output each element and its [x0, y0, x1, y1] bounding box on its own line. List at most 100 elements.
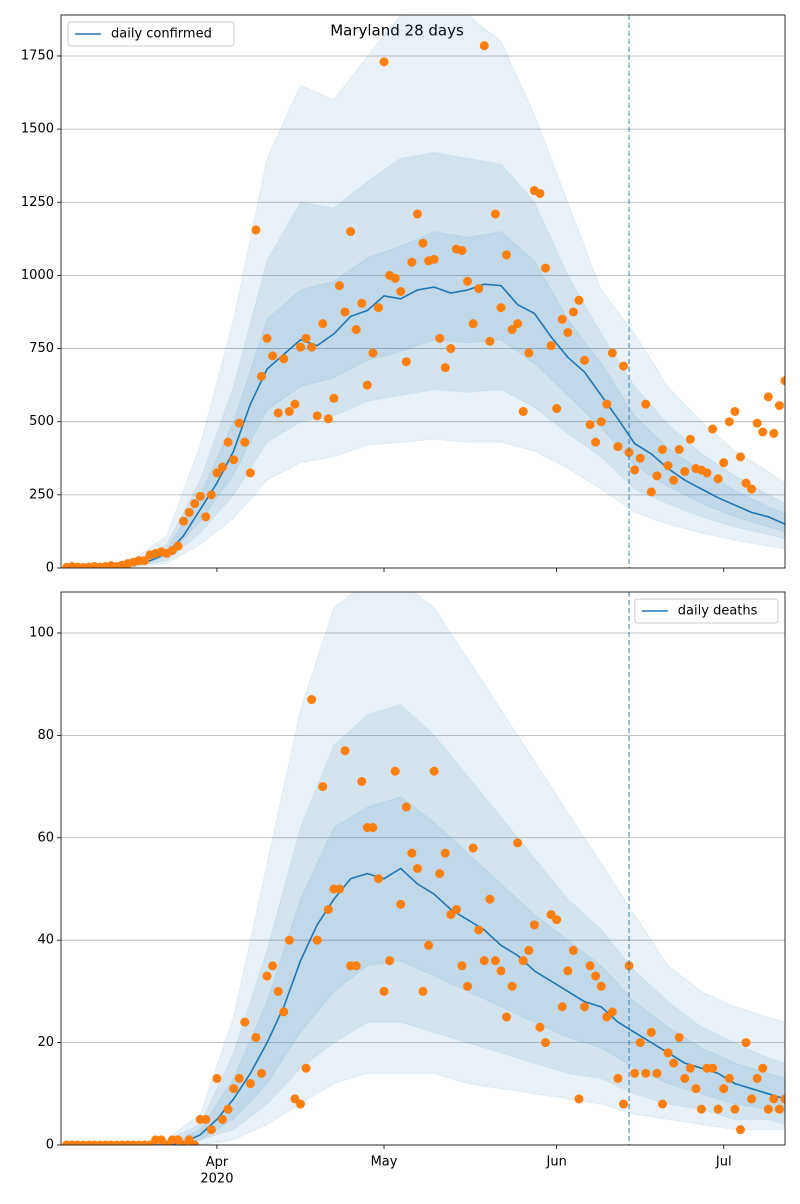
observation-dot	[251, 1032, 261, 1042]
observation-dot	[424, 940, 434, 950]
observation-dot	[585, 420, 595, 430]
observation-dot	[218, 1114, 228, 1124]
observation-dot	[769, 428, 779, 438]
observation-dot	[513, 838, 523, 848]
x-tick-label: Jul	[715, 1155, 732, 1170]
observation-dot	[719, 458, 729, 468]
observation-dot	[435, 869, 445, 879]
observation-dot	[763, 1104, 773, 1114]
observation-dot	[691, 1084, 701, 1094]
observation-dot	[669, 1058, 679, 1068]
observation-dot	[401, 357, 411, 367]
x-tick-label: Apr 2020	[200, 1155, 233, 1186]
observation-dot	[490, 209, 500, 219]
observation-dot	[284, 935, 294, 945]
observation-dot	[735, 1125, 745, 1135]
observation-dot	[429, 766, 439, 776]
observation-dot	[524, 945, 534, 955]
observation-dot	[535, 188, 545, 198]
observation-dot	[657, 1099, 667, 1109]
observation-dot	[730, 1104, 740, 1114]
observation-dot	[596, 417, 606, 427]
observation-dot	[262, 333, 272, 343]
observation-dot	[346, 227, 356, 237]
observation-dot	[713, 474, 723, 484]
observation-dot	[312, 935, 322, 945]
observation-dot	[396, 899, 406, 909]
observation-dot	[229, 1084, 239, 1094]
observation-dot	[201, 512, 211, 522]
observation-dot	[334, 281, 344, 291]
observation-dot	[245, 1079, 255, 1089]
observation-dot	[713, 1104, 723, 1114]
observation-dot	[357, 298, 367, 308]
observation-dot	[329, 393, 339, 403]
observation-dot	[479, 956, 489, 966]
y-tick-label: 20	[37, 1035, 54, 1050]
y-tick-label: 1750	[21, 48, 54, 63]
observation-dot	[396, 287, 406, 296]
observation-dot	[541, 263, 551, 273]
observation-dot	[568, 945, 578, 955]
observation-dot	[719, 1084, 729, 1094]
observation-dot	[529, 920, 539, 930]
observation-dot	[563, 327, 573, 337]
observation-dot	[256, 1068, 266, 1078]
observation-dot	[368, 823, 378, 833]
axes-frame	[60, 14, 786, 569]
observation-dot	[273, 986, 283, 996]
observation-dot	[496, 966, 506, 976]
observation-dot	[240, 437, 250, 447]
legend: daily confirmed	[67, 21, 235, 47]
observation-dot	[663, 461, 673, 471]
observation-dot	[412, 209, 422, 219]
observation-dot	[268, 961, 278, 971]
observation-dot	[652, 471, 662, 481]
observation-dot	[646, 1027, 656, 1037]
plot-area	[61, 15, 785, 568]
observation-dot	[390, 766, 400, 776]
observation-dot	[758, 427, 768, 437]
observation-dot	[635, 1038, 645, 1048]
observation-dot	[580, 1002, 590, 1012]
observation-dot	[290, 399, 300, 409]
observation-dot	[518, 406, 528, 416]
observation-dot	[334, 884, 344, 894]
plot-area	[61, 592, 785, 1145]
observation-dot	[418, 986, 428, 996]
observation-dot	[696, 1104, 706, 1114]
observation-dot	[184, 507, 194, 517]
observation-dot	[312, 411, 322, 421]
observation-dot	[702, 468, 712, 478]
observation-dot	[485, 336, 495, 346]
observation-dot	[546, 341, 556, 351]
observation-dot	[552, 404, 562, 414]
observation-dot	[524, 348, 534, 358]
x-tick-label: Jun	[546, 1155, 567, 1170]
observation-dot	[468, 843, 478, 853]
observation-dot	[190, 1140, 200, 1145]
observation-dot	[223, 437, 233, 447]
observation-dot	[373, 874, 383, 884]
observation-dot	[507, 325, 517, 335]
observation-dot	[752, 418, 762, 428]
observation-dot	[223, 1104, 233, 1114]
observation-dot	[351, 961, 361, 971]
observation-dot	[741, 478, 751, 488]
observation-dot	[451, 904, 461, 914]
observation-dot	[557, 314, 567, 324]
uncertainty-band	[66, 230, 785, 568]
observation-dot	[646, 487, 656, 497]
observation-dot	[685, 1063, 695, 1073]
observation-dot	[613, 1073, 623, 1083]
observation-dot	[496, 303, 506, 313]
observation-dot	[708, 1063, 718, 1073]
observation-dot	[251, 225, 261, 235]
observation-dot	[407, 257, 417, 267]
observation-dot	[190, 499, 200, 509]
legend-box	[67, 21, 235, 47]
observation-dot	[418, 238, 428, 248]
observation-dot	[685, 434, 695, 444]
